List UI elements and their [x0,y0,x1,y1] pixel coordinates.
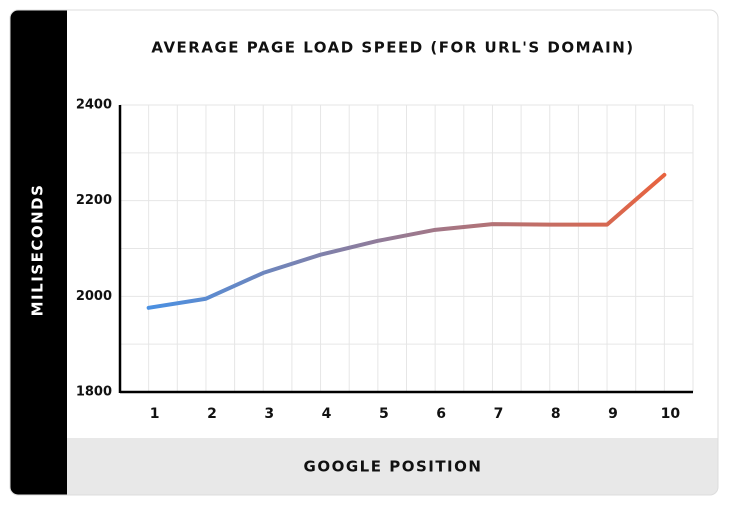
y-tick-label: 2000 [76,289,112,304]
y-tick-label: 2200 [76,193,112,208]
x-tick-label: 2 [207,406,217,422]
y-axis-label: MILISECONDS [29,184,47,317]
y-tick-label: 1800 [76,385,112,400]
x-tick-label: 5 [379,406,389,422]
card [10,10,718,495]
x-tick-label: 7 [494,406,504,422]
y-label-band [10,10,67,495]
x-tick-label: 3 [264,406,274,422]
card-border [9,9,719,496]
data-line [146,172,667,310]
x-tick-label: 6 [436,406,446,422]
x-axis-label: GOOGLE POSITION [304,458,483,476]
chart-title: AVERAGE PAGE LOAD SPEED (FOR URL'S DOMAI… [151,39,634,57]
y-tick-label: 2400 [76,98,112,113]
x-tick-label: 8 [551,406,561,422]
x-tick-label: 4 [322,406,332,422]
x-tick-label: 1 [150,406,160,422]
x-tick-label: 10 [661,406,681,422]
x-label-band [67,438,718,495]
x-tick-label: 9 [608,406,618,422]
